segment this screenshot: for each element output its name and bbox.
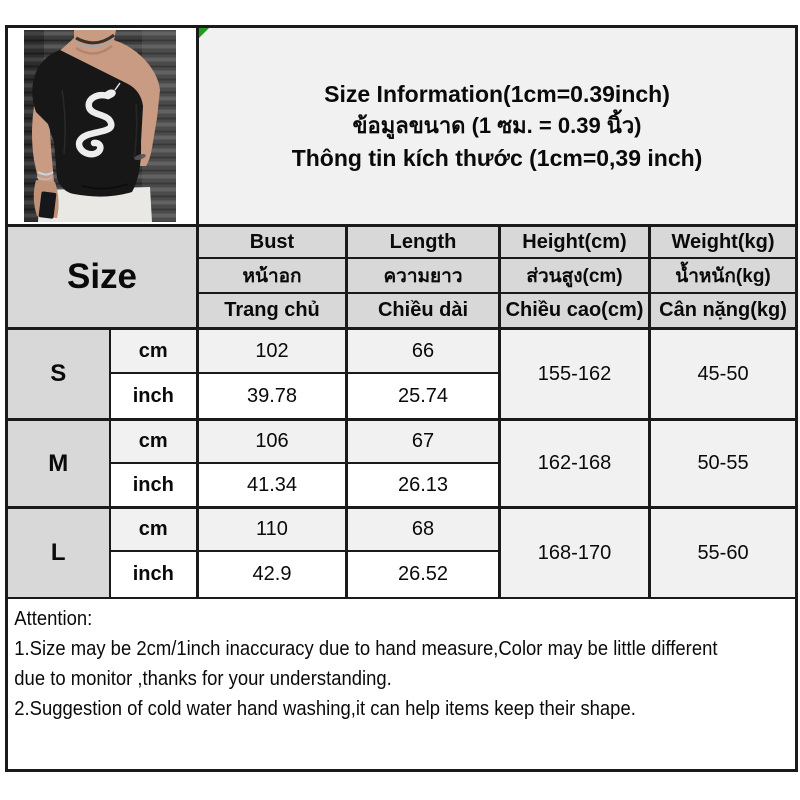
title-cell: Size Information(1cm=0.39inch) ข้อมูลขนา… bbox=[195, 25, 798, 227]
row-s-cm: S cm 102 66 155-162 45-50 bbox=[5, 327, 798, 421]
attention-line-3: 2.Suggestion of cold water hand washing,… bbox=[14, 697, 636, 720]
col-header-weight-en: Weight(kg) bbox=[647, 224, 798, 259]
product-photo-cell bbox=[5, 25, 199, 227]
snake-graphic bbox=[75, 82, 121, 158]
s-length-inch: 25.74 bbox=[345, 372, 501, 421]
snake-head bbox=[104, 89, 116, 99]
green-corner-marker bbox=[200, 28, 209, 38]
size-label-m: M bbox=[5, 418, 111, 509]
l-length-cm: 68 bbox=[345, 506, 501, 552]
header-row-vi: Trang chủ Chiều dài Chiều cao(cm) Cân nặ… bbox=[7, 292, 798, 330]
l-weight-range: 55-60 bbox=[647, 506, 798, 599]
photo-title-row: Size Information(1cm=0.39inch) ข้อมูลขนา… bbox=[5, 25, 798, 227]
col-header-height-en: Height(cm) bbox=[498, 224, 651, 259]
unit-inch: inch bbox=[108, 550, 199, 599]
col-header-height-th: ส่วนสูง(cm) bbox=[498, 257, 651, 294]
s-height-range: 155-162 bbox=[498, 327, 651, 421]
s-length-cm: 66 bbox=[345, 327, 501, 374]
s-bust-inch: 39.78 bbox=[196, 372, 348, 421]
l-length-inch: 26.52 bbox=[345, 550, 501, 599]
title-line-en: Size Information(1cm=0.39inch) bbox=[324, 81, 670, 107]
attention-text: Attention: 1.Size may be 2cm/1inch inacc… bbox=[9, 600, 795, 724]
tee-shirt bbox=[32, 50, 146, 197]
attention-heading: Attention: bbox=[14, 607, 93, 630]
m-weight-range: 50-55 bbox=[647, 418, 798, 509]
title-line-vi: Thông tin kích thước (1cm=0,39 inch) bbox=[291, 145, 703, 171]
attention-line-2: due to monitor ,thanks for your understa… bbox=[14, 667, 392, 690]
header-row-en: Size Bust Length Height(cm) Weight(kg) bbox=[5, 224, 798, 330]
row-s-inch: inch 39.78 25.74 bbox=[7, 372, 797, 421]
snake-tongue bbox=[114, 82, 121, 91]
m-bust-inch: 41.34 bbox=[196, 462, 348, 509]
col-header-bust-vi: Trang chủ bbox=[196, 292, 348, 330]
m-bust-cm: 106 bbox=[196, 418, 348, 464]
attention-cell: Attention: 1.Size may be 2cm/1inch inacc… bbox=[5, 597, 798, 772]
row-m-cm: M cm 106 67 162-168 50-55 bbox=[5, 418, 798, 509]
attention-row: Attention: 1.Size may be 2cm/1inch inacc… bbox=[5, 597, 798, 772]
header-row-th: หน้าอก ความยาว ส่วนสูง(cm) น้ำหนัก(kg) bbox=[7, 257, 798, 294]
m-height-range: 162-168 bbox=[498, 418, 651, 509]
col-header-length-vi: Chiều dài bbox=[345, 292, 501, 330]
unit-inch: inch bbox=[108, 372, 199, 421]
size-label-l: L bbox=[5, 506, 111, 599]
m-length-inch: 26.13 bbox=[345, 462, 501, 509]
m-length-cm: 67 bbox=[345, 418, 501, 464]
row-l-cm: L cm 110 68 168-170 55-60 bbox=[5, 506, 798, 599]
size-header-cell: Size bbox=[5, 224, 199, 330]
col-header-length-th: ความยาว bbox=[345, 257, 501, 294]
col-header-weight-vi: Cân nặng(kg) bbox=[647, 292, 798, 330]
size-table: Size Information(1cm=0.39inch) ข้อมูลขนา… bbox=[5, 25, 799, 772]
col-header-weight-th: น้ำหนัก(kg) bbox=[647, 257, 798, 294]
unit-cm: cm bbox=[108, 327, 199, 374]
white-pants bbox=[38, 187, 152, 222]
col-header-bust-en: Bust bbox=[196, 224, 348, 259]
s-bust-cm: 102 bbox=[196, 327, 348, 374]
col-header-bust-th: หน้าอก bbox=[196, 257, 348, 294]
row-m-inch: inch 41.34 26.13 bbox=[7, 462, 797, 509]
unit-cm: cm bbox=[108, 506, 199, 552]
phone bbox=[38, 191, 57, 219]
size-label-s: S bbox=[5, 327, 111, 421]
bracelet bbox=[36, 171, 54, 181]
unit-inch: inch bbox=[108, 462, 199, 509]
col-header-height-vi: Chiều cao(cm) bbox=[498, 292, 651, 330]
l-height-range: 168-170 bbox=[498, 506, 651, 599]
choker-necklace bbox=[75, 33, 115, 48]
l-bust-cm: 110 bbox=[196, 506, 348, 552]
title-line-th: ข้อมูลขนาด (1 ซม. = 0.39 นิ้ว) bbox=[352, 113, 642, 138]
s-weight-range: 45-50 bbox=[647, 327, 798, 421]
size-chart-sheet: Size Information(1cm=0.39inch) ข้อมูลขนา… bbox=[5, 25, 799, 772]
attention-line-1: 1.Size may be 2cm/1inch inaccuracy due t… bbox=[14, 637, 718, 660]
row-l-inch: inch 42.9 26.52 bbox=[7, 550, 797, 599]
l-bust-inch: 42.9 bbox=[196, 550, 348, 599]
product-photo bbox=[24, 30, 176, 222]
col-header-length-en: Length bbox=[345, 224, 501, 259]
unit-cm: cm bbox=[108, 418, 199, 464]
